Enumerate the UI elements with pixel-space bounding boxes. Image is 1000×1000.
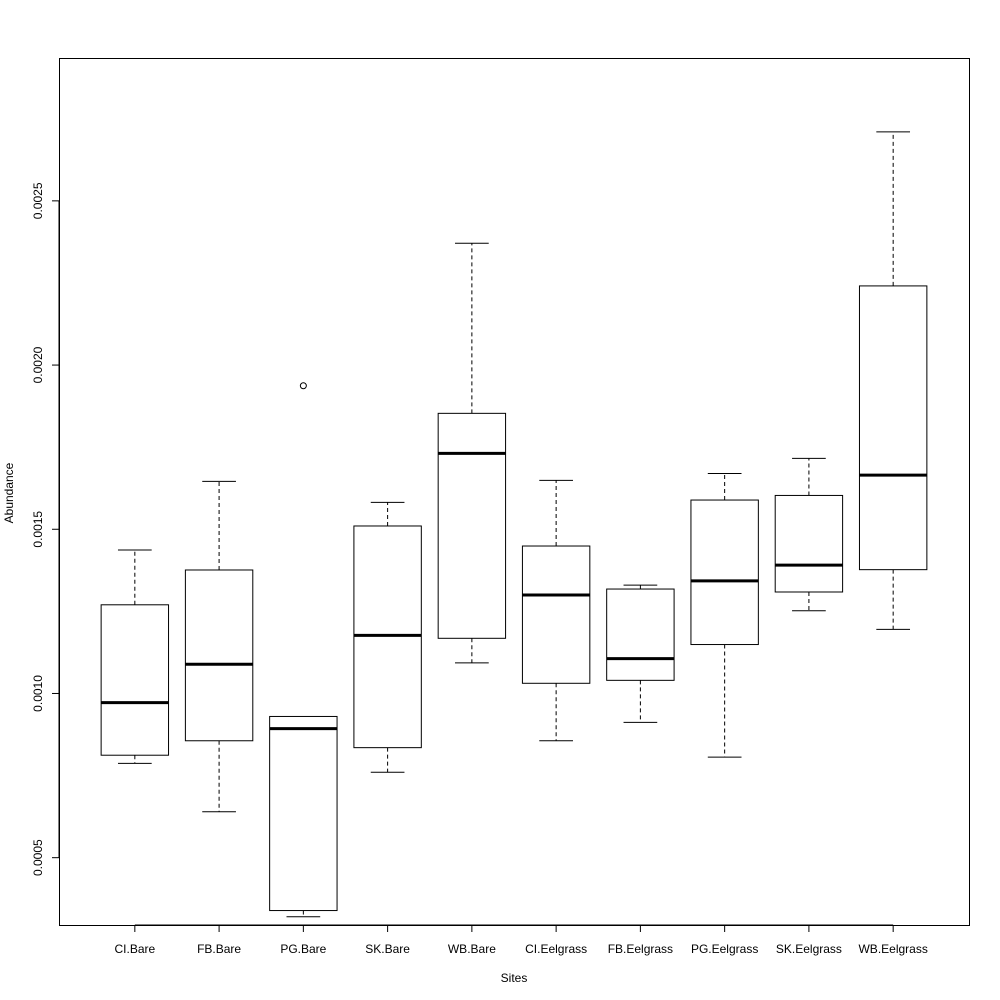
y-tick-label: 0.0010 [31, 675, 45, 712]
box-CI.Bare [100, 549, 170, 764]
x-tick-label: PG.Eelgrass [691, 942, 758, 956]
box-PG.Eelgrass [690, 472, 759, 758]
x-tick-label: WB.Eelgrass [858, 942, 927, 956]
box-SK.Bare [353, 501, 422, 773]
outlier-point [299, 382, 307, 390]
iqr-box [606, 588, 675, 681]
y-tick-label: 0.0015 [31, 511, 45, 548]
x-axis-title: Sites [501, 971, 528, 985]
iqr-box [690, 499, 759, 646]
y-tick-label: 0.0025 [31, 182, 45, 219]
y-tick-label: 0.0020 [31, 346, 45, 383]
y-axis: 0.0005 0.0010 0.0015 0.0020 0.0025 [31, 182, 60, 876]
x-tick-label: WB.Bare [448, 942, 496, 956]
box-PG.Bare [269, 382, 338, 918]
y-axis-title: Abundance [2, 462, 16, 523]
box-WB.Eelgrass [858, 131, 928, 630]
x-tick-label: CI.Bare [114, 942, 155, 956]
iqr-box [100, 604, 170, 756]
x-tick-label: FB.Bare [197, 942, 241, 956]
y-tick-label: 0.0005 [31, 839, 45, 876]
x-tick-label: PG.Bare [280, 942, 326, 956]
iqr-box [858, 285, 928, 571]
box-CI.Eelgrass [521, 479, 591, 742]
x-tick-label: SK.Eelgrass [776, 942, 842, 956]
x-tick-label: SK.Bare [365, 942, 410, 956]
boxes-layer [100, 131, 928, 918]
x-tick-label: CI.Eelgrass [525, 942, 587, 956]
box-FB.Eelgrass [606, 584, 675, 723]
plot-frame [59, 58, 970, 926]
iqr-box [269, 715, 338, 912]
iqr-box [521, 545, 591, 684]
box-SK.Eelgrass [774, 457, 844, 612]
iqr-box [437, 412, 507, 639]
box-FB.Bare [184, 480, 254, 813]
x-axis: CI.Bare FB.Bare PG.Bare SK.Bare WB.Bare CI.Ee… [114, 924, 928, 956]
x-tick-label: FB.Eelgrass [608, 942, 673, 956]
iqr-box [774, 494, 844, 593]
iqr-box [184, 569, 254, 742]
box-WB.Bare [437, 242, 507, 664]
